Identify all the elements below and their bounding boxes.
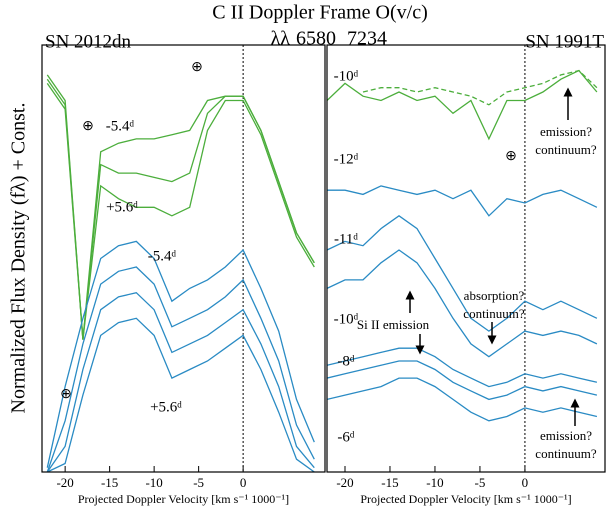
annotation: emission? [540, 428, 592, 443]
annotation: ⊕ [505, 149, 517, 164]
annotation: ⊕ [60, 387, 72, 402]
x-tick-label: -5 [475, 475, 486, 490]
spectrum [327, 249, 598, 358]
annotation: Si II emission [357, 317, 430, 332]
annotation: -10ᵈ [334, 311, 359, 327]
panel-title: SN 1991T [525, 31, 604, 52]
annotation: -5.4ᵈ [106, 118, 135, 134]
x-tick-label: -15 [381, 475, 398, 490]
x-tick-label: -10 [426, 475, 443, 490]
annotation: continuum? [535, 446, 597, 461]
spectrum [46, 83, 315, 340]
wavelength: 7234 [347, 28, 387, 50]
annotation: -12ᵈ [334, 151, 359, 167]
spectrum [362, 69, 598, 106]
spectrum [327, 215, 598, 332]
panel-frame [41, 44, 326, 473]
x-tick-label: -20 [56, 475, 73, 490]
x-axis-label: Projected Doppler Velocity [km s⁻¹ 1000⁻… [78, 492, 289, 506]
annotation: absorption? [464, 288, 525, 303]
annotation: -11ᵈ [334, 231, 358, 247]
spectrum [327, 347, 598, 388]
panel-title: SN 2012dn [45, 31, 132, 52]
lines-label: λλ [271, 28, 291, 50]
annotation: continuum? [463, 306, 525, 321]
spectrum [47, 317, 315, 472]
wavelength: 6580 [296, 28, 336, 50]
annotation: -6ᵈ [337, 429, 354, 445]
y-axis-label: Normalized Flux Density (fλ) + Const. [8, 103, 30, 414]
annotation: ⊕ [82, 119, 94, 134]
spectrum [46, 266, 315, 472]
spectrum [46, 78, 315, 340]
panel-frame [326, 44, 606, 473]
figure-title: C II Doppler Frame O(v/c) [212, 2, 428, 24]
x-tick-label: -5 [193, 475, 204, 490]
spectrum [327, 360, 598, 401]
annotation: -10ᵈ [334, 68, 359, 84]
spectrum [327, 69, 598, 141]
x-tick-label: -20 [336, 475, 353, 490]
annotation: +5.6ᵈ [106, 199, 138, 215]
annotation: emission? [540, 124, 592, 139]
annotation: ⊕ [191, 60, 203, 75]
annotation: -8ᵈ [337, 353, 354, 369]
spectrum [46, 291, 315, 472]
spectrum [327, 185, 598, 217]
x-tick-label: -10 [145, 475, 162, 490]
spectrum [327, 377, 598, 422]
spectrum [46, 240, 315, 468]
x-tick-label: 0 [240, 475, 247, 490]
x-tick-label: 0 [522, 475, 529, 490]
x-axis-label: Projected Doppler Velocity [km s⁻¹ 1000⁻… [360, 492, 571, 506]
annotation: -5.4ᵈ [148, 248, 177, 264]
annotation: +5.6ᵈ [150, 399, 182, 415]
x-tick-label: -15 [101, 475, 118, 490]
annotation: continuum? [535, 142, 597, 157]
